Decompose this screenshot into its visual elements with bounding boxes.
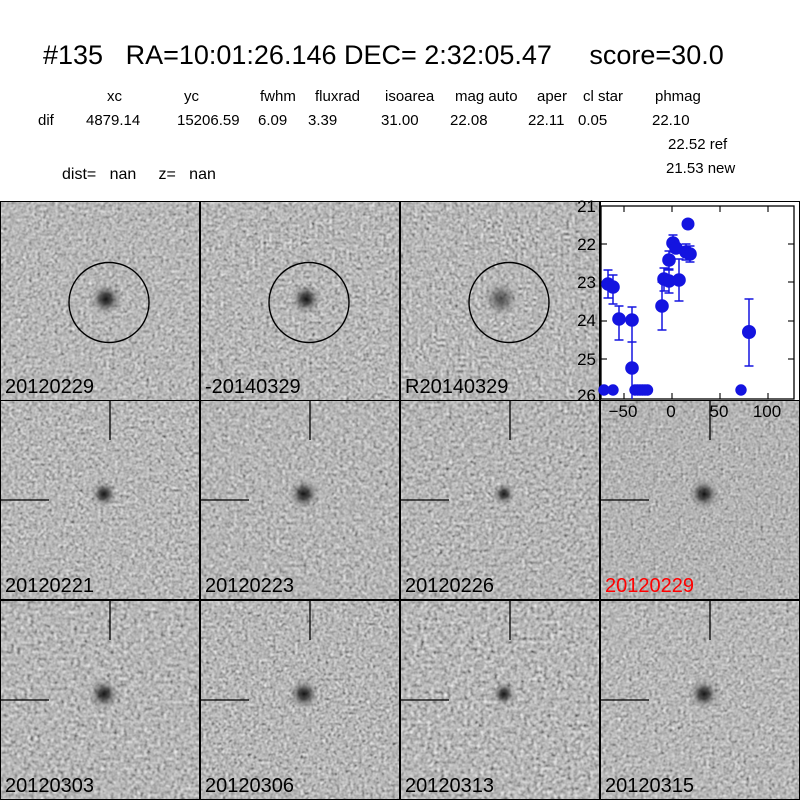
svg-text:21: 21 [577, 197, 596, 216]
svg-text:100: 100 [753, 402, 781, 421]
svg-text:50: 50 [710, 402, 729, 421]
svg-text:23: 23 [577, 273, 596, 292]
svg-text:−50: −50 [609, 402, 638, 421]
svg-text:25: 25 [577, 350, 596, 369]
svg-text:24: 24 [577, 311, 596, 330]
svg-text:22: 22 [577, 235, 596, 254]
svg-text:0: 0 [666, 402, 675, 421]
